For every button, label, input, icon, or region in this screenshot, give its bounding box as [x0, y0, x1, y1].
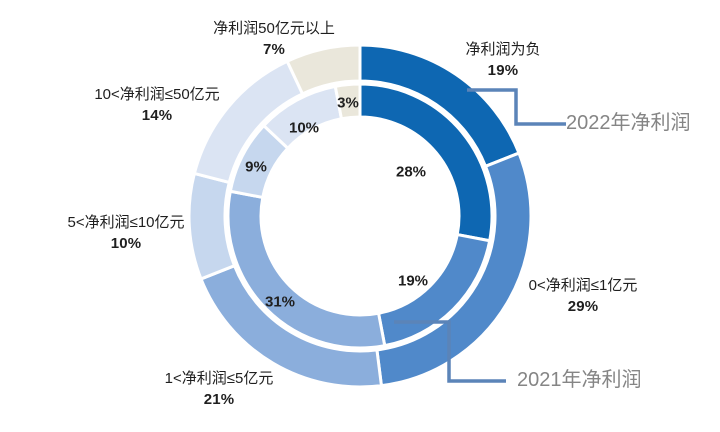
- category-name: 1<净利润≤5亿元: [164, 370, 274, 387]
- callout-line-2022: [467, 88, 566, 126]
- inner-ring-percent-10<净利润≤50亿元: 10%: [288, 119, 320, 137]
- segment-2022年净利润-净利润50亿元以上: [285, 43, 362, 96]
- series-label-2021: 2021年净利润: [517, 369, 642, 391]
- category-percent-2022: 7%: [262, 41, 286, 58]
- category-label-0<净利润≤1亿元: 0<净利润≤1亿元 29%: [529, 275, 638, 317]
- category-percent-2022: 14%: [141, 107, 173, 124]
- category-percent-2022: 21%: [203, 391, 235, 408]
- category-name: 5<净利润≤10亿元: [67, 214, 185, 231]
- category-name: 净利润50亿元以上: [213, 20, 335, 37]
- category-name: 净利润为负: [465, 41, 541, 58]
- category-label-净利润为负: 净利润为负 19%: [465, 39, 540, 81]
- inner-ring-percent-0<净利润≤1亿元: 19%: [397, 272, 429, 290]
- category-label-净利润50亿元以上: 净利润50亿元以上 7%: [213, 18, 335, 60]
- category-name: 10<净利润≤50亿元: [94, 86, 220, 103]
- category-label-5<净利润≤10亿元: 5<净利润≤10亿元 10%: [67, 212, 184, 254]
- category-name: 0<净利润≤1亿元: [528, 277, 638, 294]
- category-label-10<净利润≤50亿元: 10<净利润≤50亿元 14%: [94, 84, 219, 126]
- series-label-2022: 2022年净利润: [566, 112, 691, 134]
- category-percent-2022: 29%: [567, 298, 599, 315]
- callout-line-2021: [394, 320, 506, 383]
- inner-ring-percent-1<净利润≤5亿元: 31%: [264, 293, 296, 311]
- inner-ring-percent-5<净利润≤10亿元: 9%: [245, 158, 267, 176]
- inner-ring-percent-净利润为负: 28%: [395, 163, 427, 181]
- category-percent-2022: 10%: [110, 235, 142, 252]
- segment-2021年净利润-净利润50亿元以上: [333, 82, 362, 121]
- category-label-1<净利润≤5亿元: 1<净利润≤5亿元 21%: [165, 368, 274, 410]
- category-percent-2022: 19%: [487, 62, 519, 79]
- inner-ring-percent-净利润50亿元以上: 3%: [337, 94, 359, 112]
